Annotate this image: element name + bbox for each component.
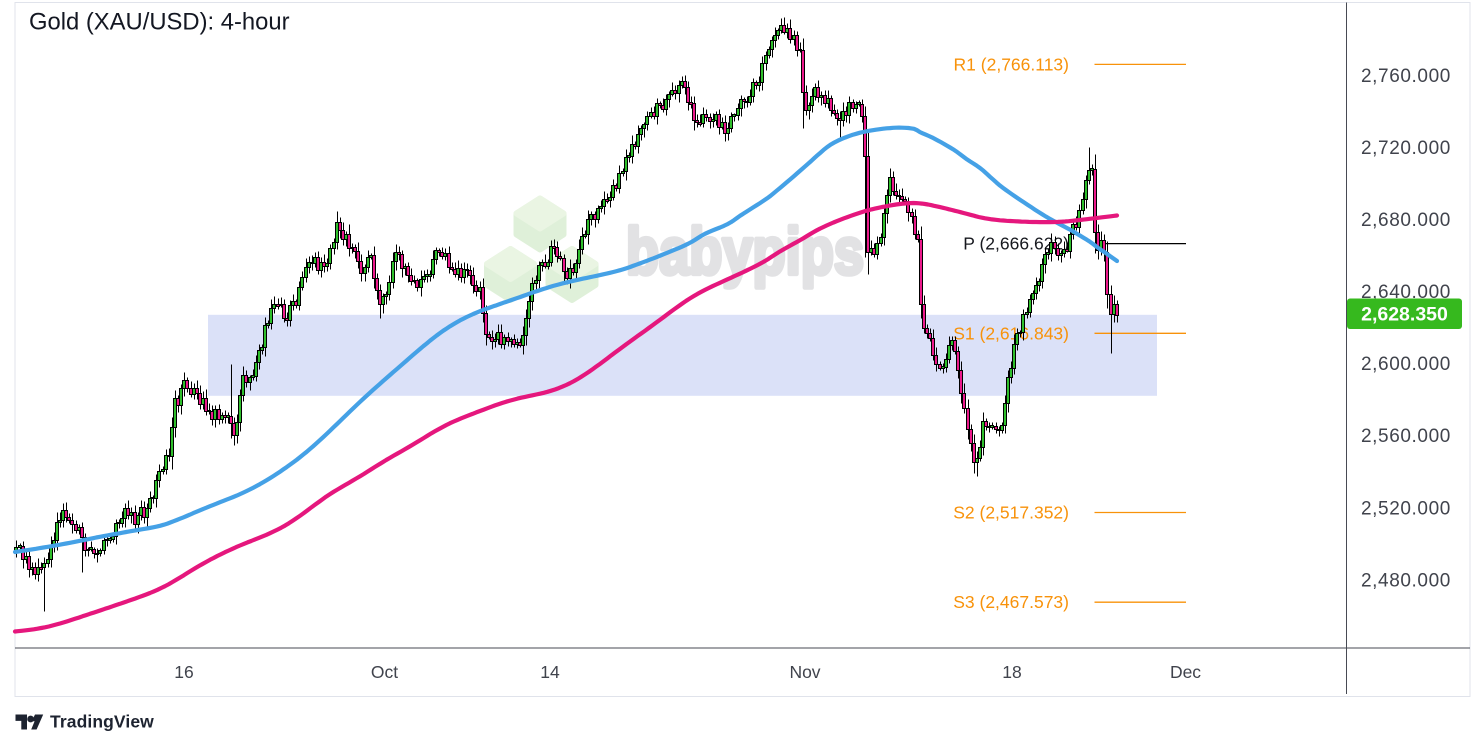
svg-text:TradingView: TradingView [50, 712, 154, 732]
svg-text:S1 (2,616.843): S1 (2,616.843) [953, 323, 1069, 343]
svg-text:2,560.000: 2,560.000 [1361, 426, 1451, 447]
svg-text:18: 18 [1002, 662, 1021, 682]
svg-text:16: 16 [174, 662, 193, 682]
svg-text:P (2,666.622): P (2,666.622) [963, 234, 1069, 254]
svg-text:S3 (2,467.573): S3 (2,467.573) [953, 592, 1069, 612]
svg-text:Dec: Dec [1170, 662, 1201, 682]
svg-text:Gold (XAU/USD): 4-hour: Gold (XAU/USD): 4-hour [29, 9, 290, 36]
svg-text:14: 14 [540, 662, 560, 682]
svg-text:S2 (2,517.352): S2 (2,517.352) [953, 503, 1069, 523]
svg-text:R1 (2,766.113): R1 (2,766.113) [954, 54, 1069, 74]
svg-text:2,720.000: 2,720.000 [1361, 138, 1451, 159]
svg-text:2,628.350: 2,628.350 [1361, 304, 1448, 326]
svg-text:2,640.000: 2,640.000 [1361, 282, 1451, 303]
svg-text:2,680.000: 2,680.000 [1361, 210, 1451, 231]
svg-text:2,520.000: 2,520.000 [1361, 498, 1451, 519]
svg-text:2,760.000: 2,760.000 [1361, 66, 1451, 87]
svg-text:2,480.000: 2,480.000 [1361, 570, 1451, 591]
svg-text:Nov: Nov [789, 662, 820, 682]
svg-text:2,600.000: 2,600.000 [1361, 354, 1451, 375]
svg-text:Oct: Oct [371, 662, 398, 682]
